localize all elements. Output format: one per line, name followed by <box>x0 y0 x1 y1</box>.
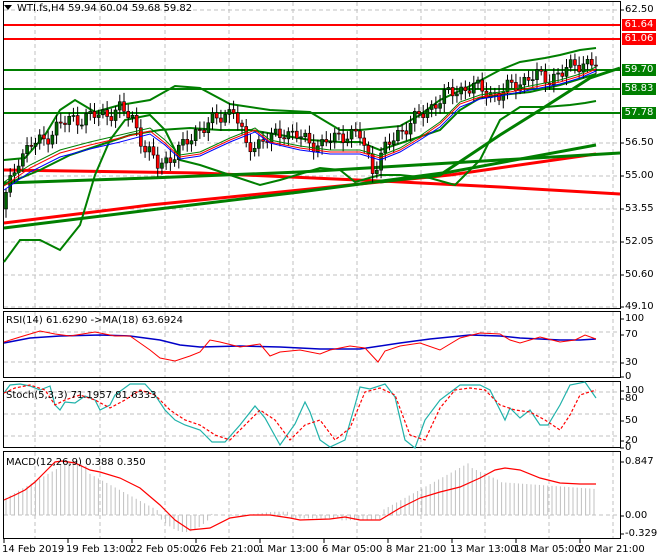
stoch-tick-label: 100 <box>625 385 645 396</box>
price-tick-label: 56.50 <box>625 137 654 148</box>
price-tick-label: 53.55 <box>625 203 654 214</box>
stoch-lines <box>3 381 597 449</box>
stoch-pane-title: Stoch(5,3,3) 71.1957 81.6333 <box>6 390 157 401</box>
price-tag-61-06: 61.06 <box>622 33 656 45</box>
macd-tick-label: 0.00 <box>625 510 648 521</box>
price-tag-58-83: 58.83 <box>622 83 656 95</box>
price-tick-label: 62.50 <box>625 4 654 15</box>
grid-lines <box>4 2 620 538</box>
time-label: 13 Mar 13:00 <box>450 544 517 555</box>
rsi-tick-label: 0 <box>625 371 632 382</box>
rsi-tick-label: 100 <box>625 313 645 324</box>
macd-histogram <box>5 462 595 533</box>
time-label: 6 Mar 05:00 <box>322 544 383 555</box>
time-label: 19 Feb 13:00 <box>66 544 132 555</box>
price-tick-label: 50.60 <box>625 269 654 280</box>
time-label: 18 Mar 05:00 <box>514 544 581 555</box>
stoch-tick-label: 0 <box>625 442 632 453</box>
time-label: 1 Mar 13:00 <box>258 544 319 555</box>
rsi-tick-label: 70 <box>625 329 638 340</box>
time-label: 26 Feb 21:00 <box>194 544 260 555</box>
time-label: 20 Mar 21:00 <box>578 544 645 555</box>
price-tag-57-78: 57.78 <box>622 107 656 119</box>
trend-lines <box>3 66 621 230</box>
rsi-lines <box>3 330 620 363</box>
macd-tick-label: 0.847 <box>625 456 654 467</box>
stoch-tick-label: 80 <box>625 393 638 404</box>
macd-tick-label: -0.329 <box>625 528 658 539</box>
time-label: 14 Feb 2019 <box>2 544 65 555</box>
price-tag-61-64: 61.64 <box>622 19 656 31</box>
price-tick-label: 52.05 <box>625 236 654 247</box>
pane-frames <box>3 1 621 539</box>
moving-averages <box>3 66 597 191</box>
time-label: 8 Mar 21:00 <box>386 544 447 555</box>
price-levels <box>4 24 620 114</box>
price-tick-label: 49.10 <box>625 301 654 312</box>
price-tick-label: 55.00 <box>625 170 654 181</box>
candlesticks <box>4 52 598 218</box>
stoch-tick-label: 20 <box>625 435 638 446</box>
price-tag-59-70: 59.70 <box>622 64 656 76</box>
dropdown-arrow-icon[interactable] <box>4 5 12 10</box>
macd-pane-title: MACD(12,26,9) 0.388 0.350 <box>6 457 146 468</box>
stoch-tick-label: 50 <box>625 415 638 426</box>
time-label: 22 Feb 05:00 <box>130 544 196 555</box>
rsi-pane-title: RSI(14) 61.6290 ->MA(18) 63.6924 <box>6 315 183 326</box>
chart-title: WTI.fs,H4 59.94 60.04 59.68 59.82 <box>4 3 192 15</box>
rsi-tick-label: 30 <box>625 357 638 368</box>
macd-signal-line <box>3 460 596 531</box>
axis-ticks <box>3 9 624 543</box>
